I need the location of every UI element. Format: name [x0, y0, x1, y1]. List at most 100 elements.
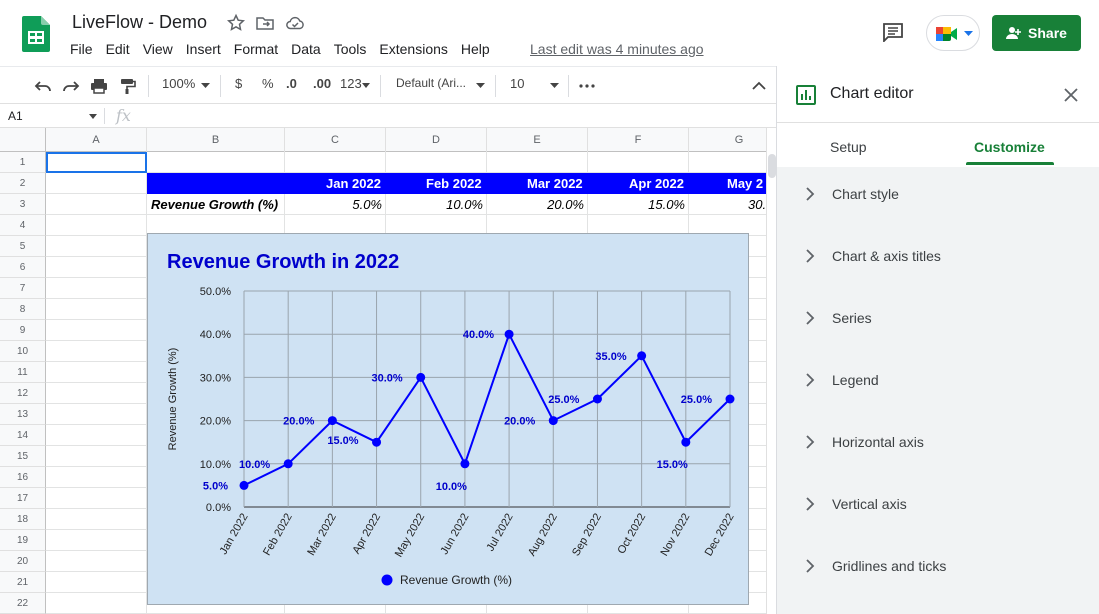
sheets-logo-icon[interactable]	[22, 16, 50, 52]
zoom-chevron-down-icon[interactable]	[201, 83, 210, 89]
menu-insert[interactable]: Insert	[185, 41, 221, 57]
section-chart-axis-titles[interactable]: Chart & axis titles	[777, 227, 1099, 289]
row-header-19[interactable]: 19	[0, 530, 46, 551]
section-legend[interactable]: Legend	[777, 351, 1099, 413]
column-header-f[interactable]: F	[588, 128, 689, 152]
column-header-b[interactable]: B	[147, 128, 285, 152]
row-header-6[interactable]: 6	[0, 257, 46, 278]
row-header-22[interactable]: 22	[0, 593, 46, 614]
row-header-13[interactable]: 13	[0, 404, 46, 425]
column-header-g[interactable]: G	[689, 128, 766, 152]
currency-format-button[interactable]: $	[235, 76, 243, 91]
section-horizontal-axis[interactable]: Horizontal axis	[777, 413, 1099, 475]
value-cell-e3[interactable]: 20.0%	[547, 197, 584, 212]
undo-icon[interactable]	[34, 77, 52, 95]
tab-customize[interactable]: Customize	[974, 139, 1045, 155]
last-edit-link[interactable]: Last edit was 4 minutes ago	[530, 41, 704, 57]
value-cell-f3[interactable]: 15.0%	[648, 197, 685, 212]
font-family-select[interactable]: Default (Ari...	[396, 76, 467, 90]
percent-format-button[interactable]: %	[262, 76, 274, 91]
row-header-3[interactable]: 3	[0, 194, 46, 215]
meet-button[interactable]	[926, 15, 980, 51]
section-chart-style[interactable]: Chart style	[777, 165, 1099, 227]
tab-setup[interactable]: Setup	[830, 139, 867, 155]
column-header-e[interactable]: E	[487, 128, 588, 152]
section-series[interactable]: Series	[777, 289, 1099, 351]
header-cell-e2[interactable]: Mar 2022	[527, 176, 583, 191]
row-header-7[interactable]: 7	[0, 278, 46, 299]
document-title[interactable]: LiveFlow - Demo	[72, 12, 208, 32]
vertical-scrollbar[interactable]	[766, 128, 776, 614]
more-formats-button[interactable]: 123	[340, 76, 362, 91]
row-gridline	[46, 214, 766, 215]
move-to-folder-icon[interactable]	[255, 13, 275, 33]
row-header-12[interactable]: 12	[0, 383, 46, 404]
menu-data[interactable]: Data	[291, 41, 321, 57]
row-header-4[interactable]: 4	[0, 215, 46, 236]
decrease-decimal-button[interactable]: .0	[286, 76, 297, 91]
column-header-c[interactable]: C	[285, 128, 386, 152]
header-cell-c2[interactable]: Jan 2022	[326, 176, 381, 191]
header-cell-g2[interactable]: May 2	[727, 176, 764, 191]
menu-edit[interactable]: Edit	[105, 41, 130, 57]
column-header-a[interactable]: A	[46, 128, 147, 152]
row-header-10[interactable]: 10	[0, 341, 46, 362]
paint-format-icon[interactable]	[118, 77, 136, 95]
zoom-select[interactable]: 100%	[162, 76, 196, 91]
menu-view[interactable]: View	[142, 41, 173, 57]
share-button[interactable]: Share	[992, 15, 1081, 51]
menu-tools[interactable]: Tools	[333, 41, 367, 57]
font-chevron-down-icon[interactable]	[476, 83, 485, 89]
row-header-16[interactable]: 16	[0, 467, 46, 488]
header-cell-f2[interactable]: Apr 2022	[629, 176, 684, 191]
select-all-corner[interactable]	[0, 128, 46, 152]
legend-marker	[381, 574, 393, 586]
row-header-15[interactable]: 15	[0, 446, 46, 467]
menu-format[interactable]: Format	[233, 41, 279, 57]
chart-title[interactable]: Revenue Growth in 2022	[167, 251, 400, 273]
value-cell-d3[interactable]: 10.0%	[446, 197, 483, 212]
collapse-toolbar-icon[interactable]	[750, 77, 768, 95]
formula-input[interactable]	[146, 107, 766, 125]
row-header-9[interactable]: 9	[0, 320, 46, 341]
menu-help[interactable]: Help	[460, 41, 490, 57]
section-vertical-axis[interactable]: Vertical axis	[777, 475, 1099, 537]
row-header-14[interactable]: 14	[0, 425, 46, 446]
close-icon[interactable]	[1064, 88, 1078, 102]
redo-icon[interactable]	[62, 77, 80, 95]
row-header-20[interactable]: 20	[0, 551, 46, 572]
increase-decimal-button[interactable]: .00	[313, 76, 332, 91]
menu-extensions[interactable]: Extensions	[379, 41, 448, 57]
scrollbar-thumb[interactable]	[768, 154, 776, 178]
toolbar-divider	[495, 75, 496, 97]
value-cell-c3[interactable]: 5.0%	[352, 197, 382, 212]
formats-chevron-down-icon[interactable]	[362, 83, 370, 89]
row-header-21[interactable]: 21	[0, 572, 46, 593]
embedded-chart[interactable]: Revenue Growth in 2022 0.0% 10.0% 20.0% 30.…	[147, 233, 749, 605]
row-header-11[interactable]: 11	[0, 362, 46, 383]
size-chevron-down-icon[interactable]	[550, 83, 559, 89]
row-header-17[interactable]: 17	[0, 488, 46, 509]
value-cell-g3[interactable]: 30.	[748, 197, 766, 212]
line-chart[interactable]: 0.0% 10.0% 20.0% 30.0% 40.0% 50.0% Jan 2022 Feb…	[148, 234, 748, 604]
row-header-2[interactable]: 2	[0, 173, 46, 194]
section-gridlines-and-ticks[interactable]: Gridlines and ticks	[777, 537, 1099, 599]
font-size-select[interactable]: 10	[510, 76, 525, 91]
row-header-5[interactable]: 5	[0, 236, 46, 257]
row-header-18[interactable]: 18	[0, 509, 46, 530]
header-cell-d2[interactable]: Feb 2022	[426, 176, 482, 191]
comment-icon[interactable]	[882, 22, 904, 42]
row-header-8[interactable]: 8	[0, 299, 46, 320]
selected-cell-a1[interactable]	[46, 152, 147, 173]
name-box[interactable]: A1	[8, 109, 23, 123]
star-icon[interactable]	[226, 13, 246, 33]
name-box-chevron-down-icon[interactable]	[89, 114, 97, 119]
cloud-saved-icon[interactable]	[285, 13, 305, 33]
more-options-icon[interactable]	[578, 77, 596, 95]
row-header-1[interactable]: 1	[0, 152, 46, 173]
row-label-b3[interactable]: Revenue Growth (%)	[151, 197, 279, 212]
menu-file[interactable]: File	[70, 41, 93, 57]
y-axis-title: Revenue Growth (%)	[167, 348, 179, 451]
print-icon[interactable]	[90, 77, 108, 95]
column-header-d[interactable]: D	[386, 128, 487, 152]
